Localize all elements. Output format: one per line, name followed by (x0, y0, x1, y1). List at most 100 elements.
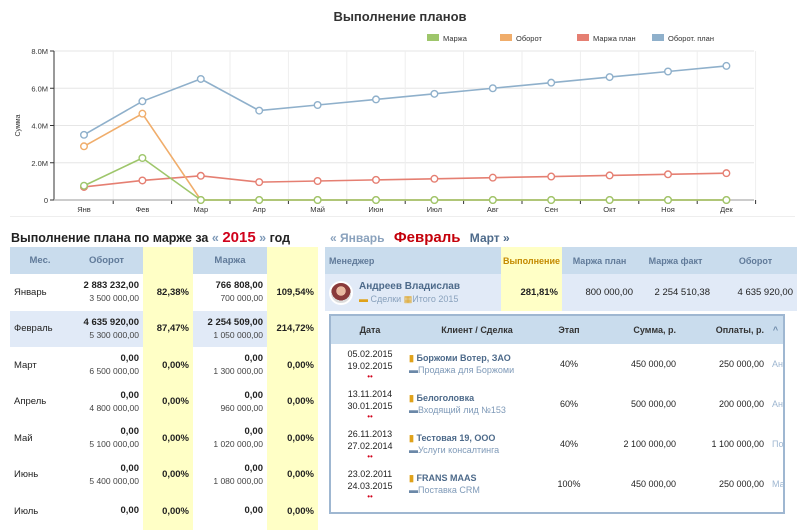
deal-payments: 1 100 000,00 (711, 439, 764, 449)
col-sum[interactable]: Сумма, р. (593, 316, 680, 344)
col-client[interactable]: Клиент / Сделка (409, 316, 545, 344)
prev-month-link[interactable]: « Январь (330, 231, 385, 245)
divider (10, 216, 795, 217)
month-row[interactable]: Июнь 0,00 5 400 000,00 0,00% 0,00 1 080 00… (10, 456, 318, 493)
data-point (430, 89, 439, 98)
next-month-link[interactable]: Март » (469, 231, 510, 245)
month-row[interactable]: Апрель 0,00 4 800 000,00 0,00% 0,00 960 00… (10, 383, 318, 420)
margin-plan: 700 000,00 (220, 293, 263, 304)
turnover-plan: 5 300 000,00 (89, 329, 139, 340)
turnover-pct: 0,00% (143, 493, 193, 530)
data-point (196, 74, 205, 83)
margin-plan: 1 050 000,00 (213, 329, 263, 340)
month-nav: « Январь Февраль Март » (330, 229, 510, 246)
deal-link[interactable]: Продажа для Боржоми (418, 365, 515, 375)
deal-start-date: 26.11.2013 (347, 428, 393, 439)
deal-link[interactable]: Поставка CRM (418, 485, 480, 495)
client-link[interactable]: FRANS MAAS (416, 473, 477, 483)
x-tick-label: Мар (193, 205, 208, 214)
collapse-icon[interactable]: ^ (768, 316, 783, 344)
col-payments[interactable]: Оплаты, р. (680, 316, 768, 344)
data-point (255, 195, 264, 204)
more-icon[interactable]: •• (367, 451, 373, 461)
prev-year-button[interactable]: « (211, 231, 219, 245)
data-point (664, 170, 673, 179)
x-tick-label: Июн (368, 205, 383, 214)
client-link[interactable]: Белоголовка (416, 393, 475, 403)
turnover-fact: 0,00 (120, 389, 140, 401)
deal-row[interactable]: 26.11.2013 27.02.2014 •• ▮ Тестовая 19, ОО… (331, 424, 783, 464)
legend-swatch (577, 34, 589, 41)
deal-extra (768, 504, 783, 512)
data-point (488, 84, 497, 93)
legend-swatch (652, 34, 664, 41)
legend-label: Маржа план (593, 34, 636, 43)
client-link[interactable]: Тестовая 19, ООО (416, 433, 496, 443)
margin-plan: 1 080 000,00 (213, 475, 263, 486)
manager-row[interactable]: Андреев Владислав ▬ Сделки ▦Итого 2015 2… (325, 274, 797, 311)
deal-extra: Ан, (772, 399, 783, 409)
total-link[interactable]: Итого 2015 (412, 294, 459, 304)
month-row[interactable]: Февраль 4 635 920,00 5 300 000,00 87,47% … (10, 310, 318, 347)
col-manager[interactable]: Менеджер (325, 247, 501, 274)
manager-name[interactable]: Андреев Владислав (359, 281, 461, 292)
more-icon[interactable]: •• (367, 491, 373, 501)
deal-row[interactable]: 23.02.2011 24.03.2015 •• ▮ FRANS MAAS ▬Пост… (331, 464, 783, 504)
completion-value: 281,81% (501, 274, 562, 311)
data-point (488, 173, 497, 182)
deal-stage: 100% (557, 479, 581, 489)
col-margin-pct (267, 247, 318, 274)
deal-extra: Ма (772, 479, 783, 489)
margin-plan-value: 800 000,00 (562, 274, 637, 311)
y-axis-label: Сумма (15, 114, 22, 136)
more-icon[interactable]: •• (367, 411, 373, 421)
turnover-pct: 0,00% (143, 383, 193, 420)
building-icon: ▮ (409, 473, 414, 483)
month-row[interactable]: Июль 0,00 0,00% 0,00 0,00% (10, 493, 318, 530)
series-line-2 (83, 172, 727, 188)
client-link[interactable]: Боржоми Вотер, ЗАО (416, 353, 511, 363)
current-month: Февраль (393, 229, 461, 246)
avatar (329, 280, 353, 305)
turnover-plan: 6 500 000,00 (89, 366, 139, 377)
col-date[interactable]: Дата (331, 316, 409, 344)
col-margin-fact[interactable]: Маржа факт (637, 247, 714, 274)
data-point (138, 109, 147, 118)
y-tick-label: 4.0M (31, 122, 48, 131)
col-completion[interactable]: Выполнение (501, 247, 562, 274)
data-point (664, 67, 673, 76)
month-row[interactable]: Март 0,00 6 500 000,00 0,00% 0,00 1 300 00… (10, 347, 318, 384)
margin-pct: 214,72% (267, 310, 318, 347)
col-stage[interactable]: Этап (545, 316, 593, 344)
month-row[interactable]: Январь 2 883 232,00 3 500 000,00 82,38% 7… (10, 274, 318, 311)
col-margin[interactable]: Маржа (193, 247, 267, 274)
data-point (79, 181, 88, 190)
deal-link[interactable]: Услуги консалтинга (418, 445, 500, 455)
data-point (547, 195, 556, 204)
deals-link[interactable]: Сделки (370, 294, 402, 304)
briefcase-icon: ▬ (409, 485, 418, 495)
deal-link[interactable]: Входящий лид №153 (418, 405, 506, 415)
briefcase-icon: ▬ (409, 445, 418, 455)
next-year-button[interactable]: » (259, 231, 267, 245)
data-point (138, 176, 147, 185)
data-point (196, 195, 205, 204)
briefcase-icon: ▬ (409, 405, 418, 415)
data-point (547, 78, 556, 87)
col-month[interactable]: Мес. (10, 247, 70, 274)
col-margin-plan[interactable]: Маржа план (562, 247, 637, 274)
turnover-pct: 0,00% (143, 456, 193, 493)
x-tick-label: Сен (544, 205, 558, 214)
data-point (605, 195, 614, 204)
deal-row[interactable]: 05.02.2015 19.02.2015 •• ▮ Боржоми Вотер, … (331, 344, 783, 384)
margin-pct: 0,00% (267, 347, 318, 384)
deal-row[interactable]: 28.02.2013 ▮ АЗОТ ОАО (331, 504, 783, 512)
deals-table: Дата Клиент / Сделка Этап Сумма, р. Опла… (331, 316, 783, 512)
deal-row[interactable]: 13.11.2014 30.01.2015 •• ▮ Белоголовка ▬Вхо… (331, 384, 783, 424)
month-row[interactable]: Май 0,00 5 100 000,00 0,00% 0,00 1 020 000… (10, 420, 318, 457)
more-icon[interactable]: •• (367, 371, 373, 381)
data-point (372, 195, 381, 204)
col-turnover[interactable]: Оборот (70, 247, 143, 274)
y-tick-label: 2.0M (31, 159, 48, 168)
col-turnover[interactable]: Оборот (714, 247, 797, 274)
